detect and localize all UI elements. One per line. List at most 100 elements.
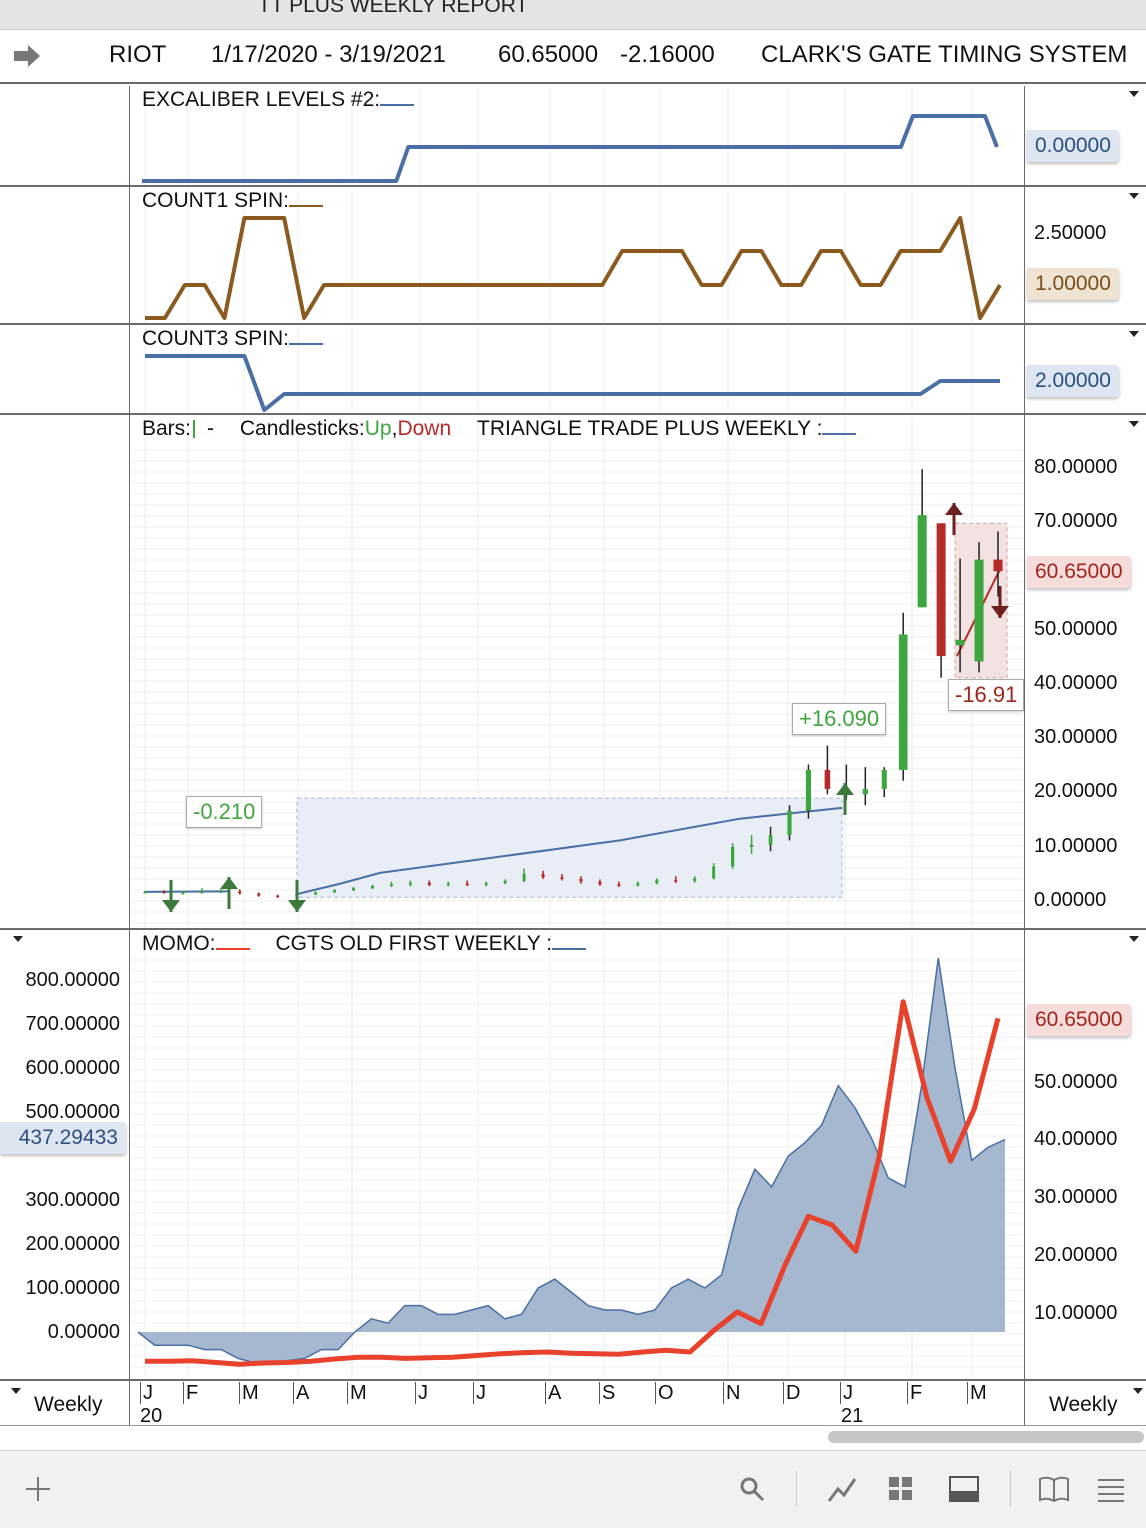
left-axis-divider (129, 86, 130, 928)
momo-right-tick: 50.00000 (1034, 1071, 1118, 1093)
month-label: M (347, 1382, 367, 1404)
candle-body (787, 810, 792, 835)
momo-right-tick: 30.00000 (1034, 1186, 1118, 1208)
symbol-label[interactable]: RIOT (109, 41, 167, 68)
toolbar-separator (1010, 1471, 1011, 1507)
last-price: 60.65000 (498, 41, 599, 68)
grid-layout-icon[interactable] (887, 1475, 915, 1503)
month-label: O (655, 1382, 674, 1404)
month-label: J (140, 1382, 153, 1404)
chart-line-icon[interactable] (826, 1473, 858, 1505)
sell-arrow-icon (220, 877, 238, 889)
candle-body (693, 878, 697, 882)
excaliber-title: EXCALIBER LEVELS #2: (142, 88, 415, 112)
momo-left-tick: 100.00000 (25, 1277, 120, 1299)
month-label: F (183, 1382, 198, 1404)
charts-canvas (131, 88, 1023, 1379)
candle-body (730, 846, 735, 867)
count1-value-badge: 1.00000 (1027, 268, 1119, 300)
momo-chart (137, 957, 1006, 1367)
month-label: N (723, 1382, 740, 1404)
candle-body (560, 877, 564, 879)
candle-body (257, 893, 261, 896)
count1-tick: 2.50000 (1034, 222, 1107, 244)
count1-line (145, 216, 1002, 320)
price-tick: 50.00000 (1034, 618, 1118, 640)
momo-left-tick: 600.00000 (25, 1057, 120, 1079)
buy-arrow-icon (288, 900, 306, 912)
left-axis-divider-lower (129, 930, 130, 1426)
price-change: -2.16000 (620, 41, 715, 68)
candle-body (314, 892, 318, 895)
toolbar-separator (796, 1471, 797, 1507)
price-chart (143, 469, 1009, 912)
candle-body (805, 769, 812, 811)
cgts-area (138, 958, 1005, 1363)
panel-menu-icon[interactable] (1128, 192, 1140, 200)
price-tick: 40.00000 (1034, 672, 1118, 694)
month-label: A (293, 1382, 309, 1404)
candle-body (219, 891, 223, 893)
menu-icon[interactable] (1096, 1475, 1126, 1503)
panel-menu-icon[interactable] (1128, 90, 1140, 98)
timeframe-right[interactable]: Weekly (1049, 1393, 1118, 1416)
count3-series (145, 354, 1000, 412)
price-tick: 70.00000 (1034, 510, 1118, 532)
candle-body (712, 866, 716, 879)
candle-body (993, 559, 1003, 572)
count3-line (145, 354, 1000, 412)
trade-line (144, 890, 231, 893)
trade-result-label: -16.91 (948, 679, 1024, 711)
excaliber-value-badge: 0.00000 (1027, 130, 1119, 162)
panel-divider (0, 413, 1146, 415)
candle-body (974, 559, 984, 662)
candle-body (636, 883, 640, 886)
count1-series (145, 216, 1002, 320)
candle-body (143, 891, 147, 894)
candle-body (674, 879, 678, 882)
panel-divider (0, 928, 1146, 930)
panel-layout-icon[interactable] (948, 1475, 980, 1503)
momo-right-tick: 20.00000 (1034, 1244, 1118, 1266)
candle-body (749, 844, 754, 847)
panel-menu-icon[interactable] (12, 935, 24, 943)
momo-left-tick: 200.00000 (25, 1233, 120, 1255)
candle-body (579, 878, 583, 882)
buy-arrow-icon (991, 606, 1009, 618)
panel-menu-icon[interactable] (1128, 935, 1140, 943)
candle-body (352, 888, 356, 891)
month-label: J (415, 1382, 428, 1404)
book-icon[interactable] (1038, 1475, 1070, 1503)
candle-body (333, 890, 337, 893)
buy-arrow-icon (162, 900, 180, 912)
sell-arrow-icon (945, 503, 963, 515)
candle-body (617, 884, 621, 886)
price-value-badge: 60.65000 (1027, 556, 1131, 588)
timeframe-left[interactable]: Weekly (34, 1393, 103, 1416)
timeframe-menu-icon[interactable] (1132, 1387, 1144, 1395)
price-tick: 80.00000 (1034, 456, 1118, 478)
panel-divider (0, 323, 1146, 325)
momo-legend: MOMO: CGTS OLD FIRST WEEKLY : (142, 932, 587, 956)
horizontal-scrollbar[interactable] (828, 1431, 1144, 1443)
candle-body (768, 834, 773, 845)
excaliber-line (142, 114, 999, 183)
year-label: 20 (140, 1405, 163, 1427)
arrow-right-icon[interactable] (12, 43, 42, 69)
candle-body (427, 882, 431, 885)
price-tick: 30.00000 (1034, 726, 1118, 748)
candle-body (200, 891, 204, 894)
month-label: M (239, 1382, 259, 1404)
panel-menu-icon[interactable] (1128, 420, 1140, 428)
candle-body (370, 885, 374, 889)
candle-body (408, 882, 412, 885)
momo-line (145, 999, 1001, 1367)
candle-body (446, 883, 450, 886)
add-icon[interactable] (24, 1475, 52, 1503)
search-icon[interactable] (738, 1475, 766, 1503)
panel-menu-icon[interactable] (1128, 330, 1140, 338)
candle-body (162, 891, 166, 894)
timeframe-menu-icon[interactable] (10, 1387, 22, 1395)
candle-body (503, 881, 507, 884)
candle-body (276, 895, 280, 898)
